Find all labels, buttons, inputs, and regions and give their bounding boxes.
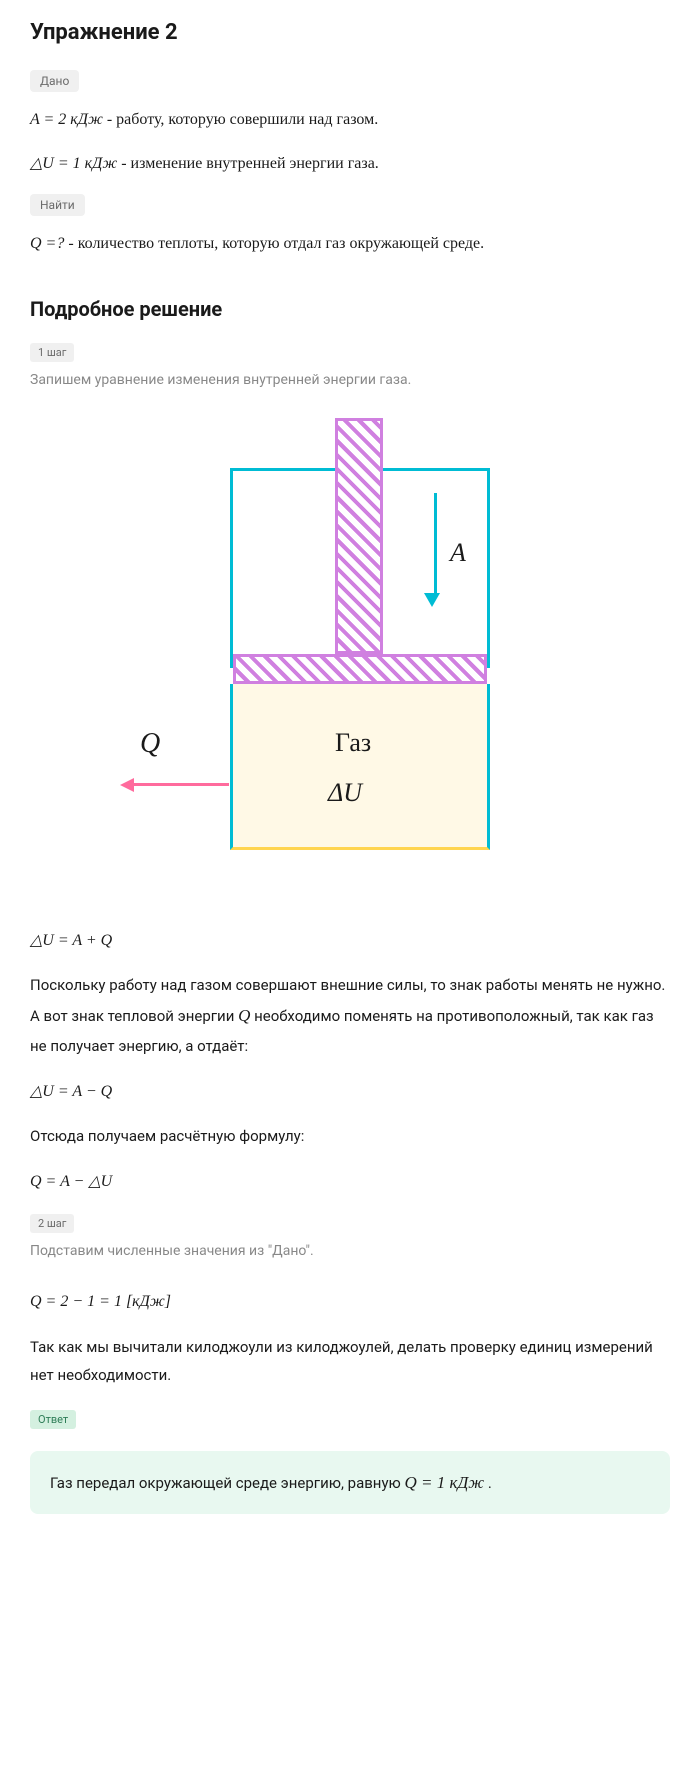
arrow-q-icon — [120, 778, 229, 792]
eq3-math: Q = A − △U — [30, 1173, 112, 1190]
desc-a: - работу, которую совершили над газом. — [107, 111, 378, 128]
piston-diagram: A Q Газ ΔU — [140, 418, 560, 878]
arrow-a-icon — [430, 493, 440, 607]
equation-4: Q = 2 − 1 = 1 [кДж] — [30, 1289, 670, 1315]
label-gas: Газ — [335, 728, 371, 758]
exp1-q: Q — [238, 1006, 250, 1025]
label-a: A — [450, 538, 466, 568]
equation-1: △U = A + Q — [30, 928, 670, 954]
ans-p1: Газ передал окружающей среде энергию, ра… — [50, 1474, 405, 1492]
step1-badge: 1 шаг — [30, 343, 74, 362]
step1-desc: Запишем уравнение изменения внутренней э… — [30, 372, 670, 388]
ans-formula: Q = 1 кДж — [405, 1473, 485, 1492]
step2-badge: 2 шаг — [30, 1214, 74, 1233]
piston-head — [233, 654, 487, 684]
explanation-2: Отсюда получаем расчётную формулу: — [30, 1122, 670, 1151]
given-badge: Дано — [30, 70, 79, 92]
solution-heading: Подробное решение — [30, 297, 670, 321]
exercise-title: Упражнение 2 — [30, 20, 670, 45]
find-q: Q =? - количество теплоты, которую отдал… — [30, 231, 670, 257]
label-du: ΔU — [328, 778, 362, 808]
given-du: △U = 1 кДж - изменение внутренней энерги… — [30, 151, 670, 177]
answer-box: Газ передал окружающей среде энергию, ра… — [30, 1451, 670, 1514]
explanation-1: Поскольку работу над газом совершают вне… — [30, 971, 670, 1060]
given-a: A = 2 кДж - работу, которую совершили на… — [30, 107, 670, 133]
ans-p2: . — [488, 1474, 492, 1492]
explanation-3: Так как мы вычитали килоджоули из килодж… — [30, 1333, 670, 1390]
formula-du: △U = 1 кДж — [30, 155, 117, 172]
eq1-math: △U = A + Q — [30, 932, 112, 949]
eq2-math: △U = A − Q — [30, 1083, 112, 1100]
formula-a: A = 2 кДж — [30, 111, 103, 128]
diagram-container: A Q Газ ΔU — [30, 418, 670, 878]
find-badge: Найти — [30, 194, 85, 216]
equation-3: Q = A − △U — [30, 1169, 670, 1195]
piston-shaft — [335, 418, 383, 654]
gas-chamber — [230, 684, 490, 850]
desc-q: - количество теплоты, которую отдал газ … — [68, 235, 484, 252]
formula-q: Q =? — [30, 235, 64, 252]
label-q: Q — [140, 728, 160, 760]
desc-du: - изменение внутренней энергии газа. — [121, 155, 379, 172]
equation-2: △U = A − Q — [30, 1079, 670, 1105]
eq4-math: Q = 2 − 1 = 1 [кДж] — [30, 1293, 171, 1310]
step2-desc: Подставим численные значения из "Дано". — [30, 1243, 670, 1259]
answer-badge: Ответ — [30, 1410, 76, 1429]
